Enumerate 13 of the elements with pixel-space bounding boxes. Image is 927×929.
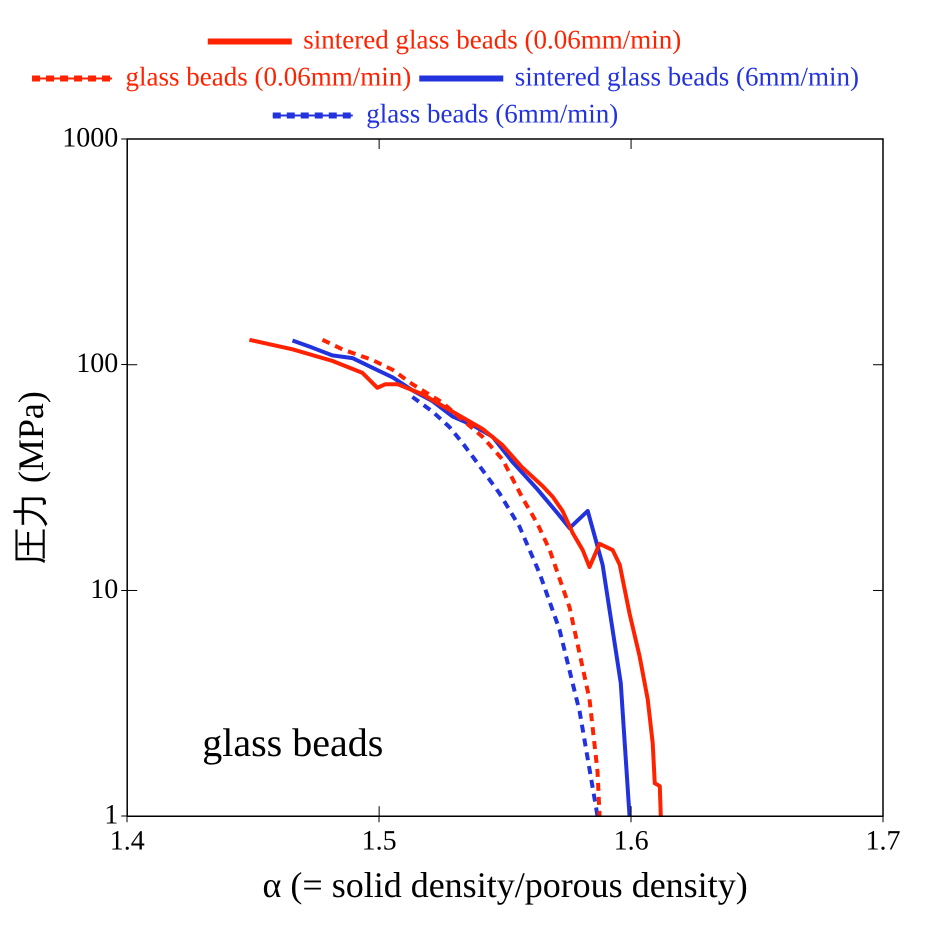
x-tick-label: 1.7 — [866, 825, 900, 856]
annotation: glass beads — [202, 720, 384, 766]
y-tick-label: 100 — [76, 348, 118, 380]
legend-label: sintered glass beads (6mm/min) — [514, 62, 859, 92]
x-axis-title: α (= solid density/porous density) — [262, 864, 748, 905]
y-tick-label: 10 — [90, 574, 118, 605]
x-tick-label: 1.5 — [362, 825, 397, 856]
y-tick-label: 1000 — [62, 122, 118, 154]
legend-label: glass beads (0.06mm/min) — [126, 62, 412, 92]
x-tick-label: 1.6 — [614, 825, 649, 856]
legend-label: glass beads (6mm/min) — [366, 98, 618, 129]
y-axis-title: 圧力 (MPa) — [11, 391, 52, 564]
legend-label: sintered glass beads (0.06mm/min) — [303, 24, 682, 55]
